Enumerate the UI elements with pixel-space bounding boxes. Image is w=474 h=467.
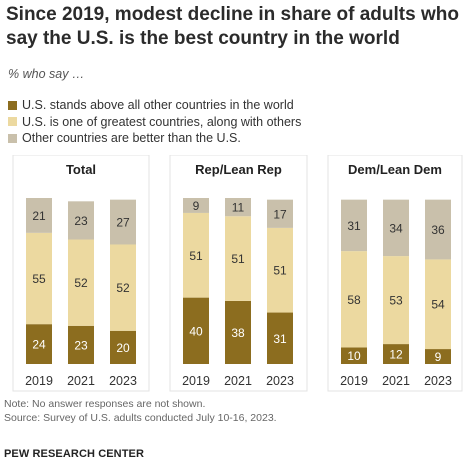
x-tick-dem-lean-dem-2021: 2021 — [382, 374, 410, 388]
bar-segment-dem-lean-dem-2021-one-of-greatest — [383, 256, 409, 345]
legend-swatch-stands-above — [8, 100, 17, 110]
chart-subtitle: % who say … — [8, 67, 85, 81]
panel-frame-dem-lean-dem — [327, 155, 463, 392]
data-label-dem-lean-dem-2023-one-of-greatest: 54 — [431, 298, 445, 312]
bar-segment-total-2021-one-of-greatest — [68, 239, 94, 326]
data-label-dem-lean-dem-2021-others-better: 34 — [389, 221, 403, 235]
data-label-total-2021-one-of-greatest: 52 — [74, 276, 88, 290]
legend-label-stands-above: U.S. stands above all other countries in… — [22, 98, 294, 113]
legend-item-others-better: Other countries are better than the U.S. — [8, 130, 301, 147]
bar-segment-dem-lean-dem-2021-stands-above — [383, 344, 409, 364]
bar-segment-dem-lean-dem-2023-stands-above — [425, 349, 451, 364]
bar-segment-rep-lean-rep-2023-stands-above — [267, 312, 293, 364]
panel-title-total: Total — [66, 162, 96, 177]
data-label-dem-lean-dem-2019-others-better: 31 — [347, 219, 361, 233]
pew-research-center-logo: PEW RESEARCH CENTER — [4, 448, 145, 460]
bar-segment-total-2023-stands-above — [110, 330, 136, 364]
bar-segment-total-2021-stands-above — [68, 325, 94, 364]
legend-label-others-better: Other countries are better than the U.S. — [22, 131, 241, 146]
panel-frame-rep-lean-rep — [169, 155, 308, 392]
chart-source: Source: Survey of U.S. adults conducted … — [4, 412, 277, 424]
data-label-dem-lean-dem-2019-stands-above: 10 — [347, 349, 361, 363]
data-label-rep-lean-rep-2023-stands-above: 31 — [273, 332, 287, 346]
data-label-total-2019-others-better: 21 — [32, 209, 46, 223]
data-label-total-2021-others-better: 23 — [74, 214, 88, 228]
bar-segment-rep-lean-rep-2021-others-better — [225, 198, 251, 217]
data-label-rep-lean-rep-2023-others-better: 17 — [273, 207, 287, 221]
legend-label-one-of-greatest: U.S. is one of greatest countries, along… — [22, 114, 302, 129]
legend-swatch-one-of-greatest — [8, 117, 17, 127]
bar-segment-rep-lean-rep-2021-stands-above — [225, 300, 251, 364]
legend-item-stands-above: U.S. stands above all other countries in… — [8, 97, 301, 114]
data-label-dem-lean-dem-2023-stands-above: 9 — [435, 350, 442, 364]
bar-segment-dem-lean-dem-2023-one-of-greatest — [425, 259, 451, 350]
x-tick-total-2021: 2021 — [67, 374, 95, 388]
bar-segment-rep-lean-rep-2023-one-of-greatest — [267, 227, 293, 313]
chart-note: Note: No answer responses are not shown. — [4, 398, 206, 410]
panel-frame-total — [12, 155, 150, 392]
data-label-rep-lean-rep-2019-one-of-greatest: 51 — [189, 249, 203, 263]
data-label-dem-lean-dem-2021-stands-above: 12 — [389, 348, 403, 362]
x-tick-rep-lean-rep-2021: 2021 — [224, 374, 252, 388]
legend: U.S. stands above all other countries in… — [8, 97, 301, 147]
bar-segment-rep-lean-rep-2019-stands-above — [183, 297, 209, 364]
bar-segment-rep-lean-rep-2023-others-better — [267, 199, 293, 228]
bar-segment-dem-lean-dem-2021-others-better — [383, 199, 409, 257]
data-label-total-2023-one-of-greatest: 52 — [116, 281, 130, 295]
x-tick-dem-lean-dem-2023: 2023 — [424, 374, 452, 388]
x-tick-rep-lean-rep-2023: 2023 — [266, 374, 294, 388]
chart-title: Since 2019, modest decline in share of a… — [6, 4, 459, 49]
legend-item-one-of-greatest: U.S. is one of greatest countries, along… — [8, 114, 301, 131]
bar-segment-total-2019-others-better — [26, 198, 52, 233]
data-label-dem-lean-dem-2021-one-of-greatest: 53 — [389, 294, 403, 308]
panel-title-rep-lean-rep: Rep/Lean Rep — [195, 162, 282, 177]
data-label-total-2023-stands-above: 20 — [116, 341, 130, 355]
data-label-rep-lean-rep-2021-one-of-greatest: 51 — [231, 252, 245, 266]
bar-segment-rep-lean-rep-2021-one-of-greatest — [225, 216, 251, 301]
bar-segment-rep-lean-rep-2019-one-of-greatest — [183, 212, 209, 298]
data-label-rep-lean-rep-2023-one-of-greatest: 51 — [273, 264, 287, 278]
data-label-rep-lean-rep-2021-stands-above: 38 — [231, 326, 245, 340]
bar-segment-rep-lean-rep-2019-others-better — [183, 198, 209, 213]
bar-segment-total-2023-others-better — [110, 199, 136, 245]
panel-title-dem-lean-dem: Dem/Lean Dem — [348, 162, 442, 177]
data-label-dem-lean-dem-2019-one-of-greatest: 58 — [347, 293, 361, 307]
data-label-total-2019-stands-above: 24 — [32, 338, 46, 352]
x-tick-total-2023: 2023 — [109, 374, 137, 388]
data-label-rep-lean-rep-2019-stands-above: 40 — [189, 324, 203, 338]
stacked-bar-chart: Total 24 55 21 2019 23 52 23 2021 20 52 27 2023 Rep/L… — [12, 155, 463, 392]
data-label-total-2023-others-better: 27 — [116, 216, 130, 230]
bar-segment-total-2021-others-better — [68, 201, 94, 240]
legend-swatch-others-better — [8, 133, 17, 143]
data-label-total-2019-one-of-greatest: 55 — [32, 272, 46, 286]
bar-segment-dem-lean-dem-2019-others-better — [341, 199, 367, 252]
data-label-dem-lean-dem-2023-others-better: 36 — [431, 223, 445, 237]
data-label-total-2021-stands-above: 23 — [74, 338, 88, 352]
bar-segment-total-2019-one-of-greatest — [26, 232, 52, 325]
data-label-rep-lean-rep-2021-others-better: 11 — [232, 201, 245, 215]
x-tick-dem-lean-dem-2019: 2019 — [340, 374, 368, 388]
bar-segment-total-2019-stands-above — [26, 324, 52, 364]
bar-segment-dem-lean-dem-2019-one-of-greatest — [341, 251, 367, 348]
bar-segment-dem-lean-dem-2023-others-better — [425, 199, 451, 260]
x-tick-total-2019: 2019 — [25, 374, 53, 388]
data-label-rep-lean-rep-2019-others-better: 9 — [193, 199, 200, 213]
bar-segment-total-2023-one-of-greatest — [110, 244, 136, 331]
bar-segment-dem-lean-dem-2019-stands-above — [341, 347, 367, 364]
x-tick-rep-lean-rep-2019: 2019 — [182, 374, 210, 388]
